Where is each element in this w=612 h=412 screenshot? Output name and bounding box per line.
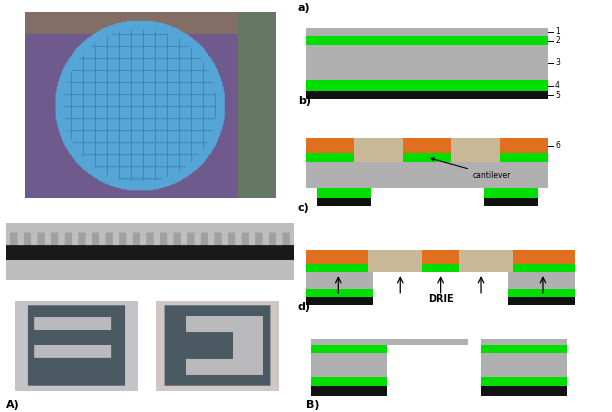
- Bar: [368, 250, 422, 264]
- Text: A): A): [6, 400, 20, 410]
- Bar: [306, 162, 548, 188]
- Text: c): c): [298, 203, 310, 213]
- Text: 6: 6: [555, 141, 560, 150]
- Bar: [306, 28, 548, 36]
- Text: 4: 4: [555, 81, 560, 90]
- Bar: [306, 289, 373, 297]
- Bar: [306, 45, 548, 80]
- Text: 5: 5: [555, 91, 560, 100]
- Bar: [317, 198, 371, 206]
- Bar: [306, 138, 548, 153]
- Bar: [312, 339, 468, 345]
- Bar: [368, 264, 422, 272]
- Text: B): B): [306, 400, 319, 410]
- Bar: [508, 289, 575, 297]
- Bar: [508, 297, 575, 305]
- Bar: [317, 188, 371, 198]
- Bar: [312, 377, 387, 386]
- Bar: [460, 250, 513, 264]
- Bar: [306, 297, 373, 305]
- Bar: [306, 91, 548, 99]
- Bar: [306, 80, 548, 91]
- Bar: [306, 250, 575, 264]
- Bar: [354, 153, 403, 162]
- Bar: [481, 339, 567, 345]
- Bar: [312, 353, 387, 377]
- Bar: [312, 386, 387, 396]
- Bar: [460, 264, 513, 272]
- Bar: [481, 353, 567, 377]
- Bar: [483, 188, 537, 198]
- Bar: [452, 153, 500, 162]
- Text: 2: 2: [555, 36, 560, 45]
- Bar: [481, 386, 567, 396]
- Bar: [483, 198, 537, 206]
- Text: d): d): [298, 302, 311, 312]
- Bar: [306, 36, 548, 45]
- Bar: [354, 138, 403, 153]
- Text: 3: 3: [555, 58, 560, 67]
- Text: DRIE: DRIE: [428, 294, 453, 304]
- Bar: [452, 138, 500, 153]
- Text: cantilever: cantilever: [431, 158, 512, 180]
- Bar: [306, 272, 373, 289]
- Text: 1: 1: [555, 27, 560, 36]
- Bar: [306, 264, 575, 272]
- Bar: [481, 345, 567, 353]
- Bar: [481, 377, 567, 386]
- Text: a): a): [298, 2, 310, 13]
- Text: b): b): [298, 96, 311, 106]
- Bar: [312, 345, 387, 353]
- Bar: [508, 272, 575, 289]
- Bar: [306, 153, 548, 162]
